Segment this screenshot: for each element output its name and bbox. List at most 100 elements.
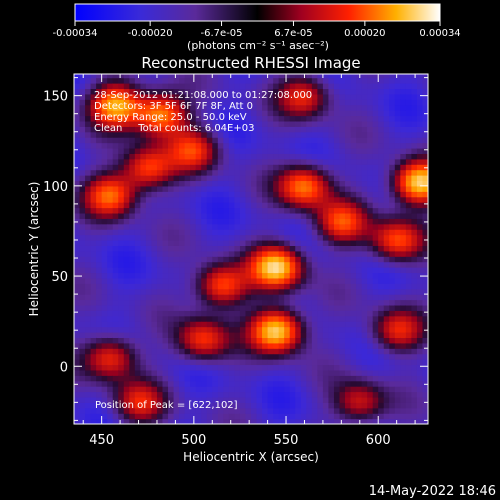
- heatmap-cell: [85, 353, 92, 360]
- heatmap-cell: [195, 93, 202, 100]
- heatmap-cell: [416, 402, 424, 409]
- heatmap-cell: [184, 202, 191, 209]
- heatmap-cell: [394, 326, 401, 333]
- heatmap-cell: [367, 418, 374, 424]
- heatmap-cell: [168, 386, 175, 393]
- heatmap-cell: [367, 294, 374, 301]
- heatmap-cell: [251, 331, 258, 339]
- heatmap-cell: [195, 223, 202, 230]
- heatmap-cell: [90, 283, 97, 290]
- heatmap-cell: [416, 353, 424, 360]
- heatmap-cell: [383, 104, 390, 111]
- heatmap-cell: [168, 418, 175, 424]
- heatmap-cell: [256, 223, 263, 230]
- heatmap-cell: [74, 321, 81, 328]
- heatmap-cell: [328, 207, 335, 214]
- heatmap-cell: [378, 413, 385, 420]
- heatmap-cell: [212, 207, 219, 214]
- heatmap-cell: [112, 375, 119, 382]
- heatmap-cell: [378, 353, 385, 360]
- heatmap-cell: [85, 137, 92, 144]
- heatmap-cell: [107, 364, 114, 371]
- heatmap-cell: [184, 196, 191, 203]
- heatmap-cell: [140, 326, 147, 333]
- heatmap-cell: [339, 267, 346, 274]
- heatmap-cell: [173, 288, 180, 295]
- heatmap-cell: [239, 158, 247, 165]
- heatmap-cell: [234, 169, 241, 176]
- heatmap-cell: [140, 223, 147, 230]
- heatmap-cell: [273, 169, 280, 176]
- heatmap-cell: [328, 299, 335, 306]
- heatmap-cell: [162, 218, 169, 225]
- heatmap-cell: [145, 321, 153, 328]
- heatmap-cell: [267, 212, 274, 219]
- heatmap-cell: [151, 310, 158, 317]
- heatmap-cell: [129, 180, 136, 187]
- heatmap-cell: [411, 288, 418, 295]
- heatmap-cell: [239, 180, 247, 187]
- heatmap-cell: [112, 245, 119, 252]
- heatmap-cell: [195, 396, 202, 403]
- heatmap-cell: [289, 396, 296, 403]
- heatmap-cell: [228, 175, 236, 182]
- heatmap-cell: [284, 110, 291, 117]
- heatmap-cell: [339, 380, 346, 387]
- heatmap-cell: [129, 110, 136, 117]
- heatmap-cell: [350, 369, 357, 376]
- heatmap-cell: [123, 234, 130, 241]
- heatmap-cell: [206, 299, 213, 306]
- heatmap-cell: [378, 256, 385, 263]
- heatmap-cell: [140, 369, 147, 376]
- heatmap-cell: [206, 256, 213, 263]
- heatmap-cell: [416, 164, 424, 171]
- heatmap-cell: [79, 261, 86, 268]
- heatmap-cell: [217, 196, 224, 203]
- heatmap-cell: [289, 304, 296, 311]
- heatmap-cell: [217, 104, 224, 111]
- heatmap-cell: [356, 386, 363, 393]
- heatmap-cell: [383, 272, 390, 279]
- heatmap-cell: [317, 353, 324, 360]
- heatmap-cell: [162, 93, 169, 100]
- heatmap-cell: [339, 245, 346, 252]
- heatmap-cell: [328, 321, 335, 328]
- heatmap-cell: [151, 396, 158, 403]
- x-tick-label: 600: [366, 433, 391, 448]
- heatmap-cell: [251, 337, 258, 344]
- heatmap-cell: [251, 391, 258, 398]
- heatmap-cell: [145, 212, 153, 219]
- heatmap-cell: [112, 158, 119, 165]
- heatmap-cell: [378, 277, 385, 284]
- heatmap-cell: [378, 88, 385, 95]
- heatmap-cell: [367, 191, 374, 198]
- heatmap-cell: [256, 218, 263, 225]
- heatmap-cell: [328, 407, 335, 414]
- heatmap-cell: [317, 321, 324, 328]
- heatmap-cell: [162, 294, 169, 301]
- heatmap-cell: [256, 256, 263, 263]
- heatmap-cell: [168, 147, 175, 154]
- heatmap-cell: [278, 185, 285, 192]
- heatmap-cell: [300, 164, 307, 171]
- heatmap-cell: [350, 261, 357, 268]
- heatmap-cell: [361, 93, 368, 100]
- heatmap-cell: [129, 304, 136, 311]
- heatmap-cell: [234, 74, 241, 79]
- heatmap-cell: [156, 191, 164, 198]
- heatmap-cell: [239, 364, 247, 371]
- heatmap-cell: [195, 272, 202, 279]
- heatmap-cell: [394, 191, 401, 198]
- heatmap-cell: [372, 207, 379, 214]
- heatmap-cell: [168, 364, 175, 371]
- heatmap-cell: [239, 110, 247, 117]
- heatmap-cell: [295, 375, 302, 382]
- heatmap-cell: [184, 104, 191, 111]
- heatmap-cell: [405, 147, 413, 154]
- heatmap-cell: [256, 353, 263, 360]
- heatmap-cell: [228, 380, 236, 387]
- heatmap-cell: [383, 207, 390, 214]
- heatmap-cell: [333, 164, 341, 171]
- heatmap-cell: [74, 223, 81, 230]
- heatmap-cell: [411, 359, 418, 366]
